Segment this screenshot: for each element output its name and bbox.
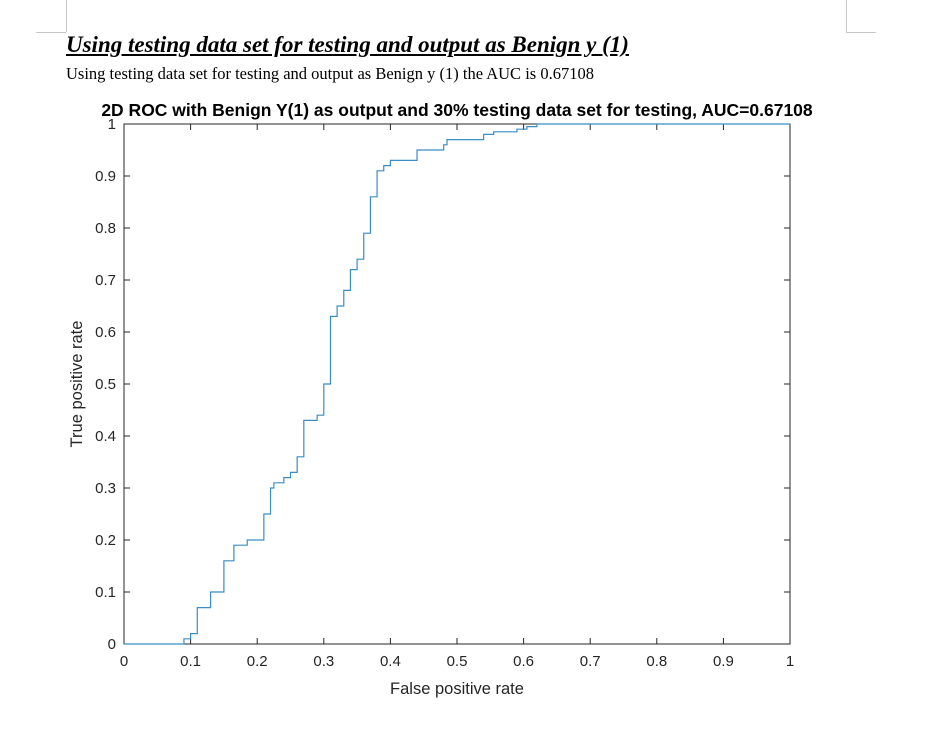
- chart-title: 2D ROC with Benign Y(1) as output and 30…: [101, 100, 813, 120]
- page-corner-mark-left: [66, 0, 67, 32]
- y-tick-label: 0.9: [95, 168, 116, 185]
- x-tick-label: 1: [786, 653, 794, 670]
- document-heading: Using testing data set for testing and o…: [66, 32, 629, 57]
- x-tick-label: 0.2: [247, 653, 268, 670]
- y-axis-label: True positive rate: [68, 321, 86, 448]
- y-tick-label: 0: [108, 636, 116, 653]
- x-tick-label: 0.1: [180, 653, 201, 670]
- x-tick-label: 0.6: [513, 653, 534, 670]
- page-corner-mark-left-h: [36, 32, 66, 33]
- y-tick-label: 0.3: [95, 480, 116, 497]
- y-tick-label: 0.7: [95, 272, 116, 289]
- y-tick-label: 0.1: [95, 584, 116, 601]
- x-tick-label: 0.9: [713, 653, 734, 670]
- x-tick-label: 0: [120, 653, 128, 670]
- x-tick-label: 0.5: [447, 653, 468, 670]
- y-tick-label: 0.2: [95, 532, 116, 549]
- y-tick-label: 0.4: [95, 428, 116, 445]
- axis-ticks: 0 0.1 0.2 0.3 0.4 0.5 0.6 0.7 0.8 0.9 1 0 0.1 0.2 0.3 0…: [95, 116, 794, 670]
- x-tick-label: 0.3: [313, 653, 334, 670]
- y-tick-label: 0.6: [95, 324, 116, 341]
- plot-frame: [123, 123, 791, 645]
- y-tick-label: 0.5: [95, 376, 116, 393]
- x-tick-label: 0.7: [580, 653, 601, 670]
- x-axis-label: False positive rate: [390, 680, 524, 698]
- y-tick-label: 0.8: [95, 220, 116, 237]
- page-corner-mark-right-h: [846, 32, 876, 33]
- document-sentence: Using testing data set for testing and o…: [66, 64, 594, 83]
- roc-curve-line: [124, 123, 790, 645]
- y-tick-label: 1: [108, 116, 116, 133]
- page-corner-mark-right: [846, 0, 847, 32]
- x-tick-label: 0.8: [646, 653, 667, 670]
- x-tick-label: 0.4: [380, 653, 401, 670]
